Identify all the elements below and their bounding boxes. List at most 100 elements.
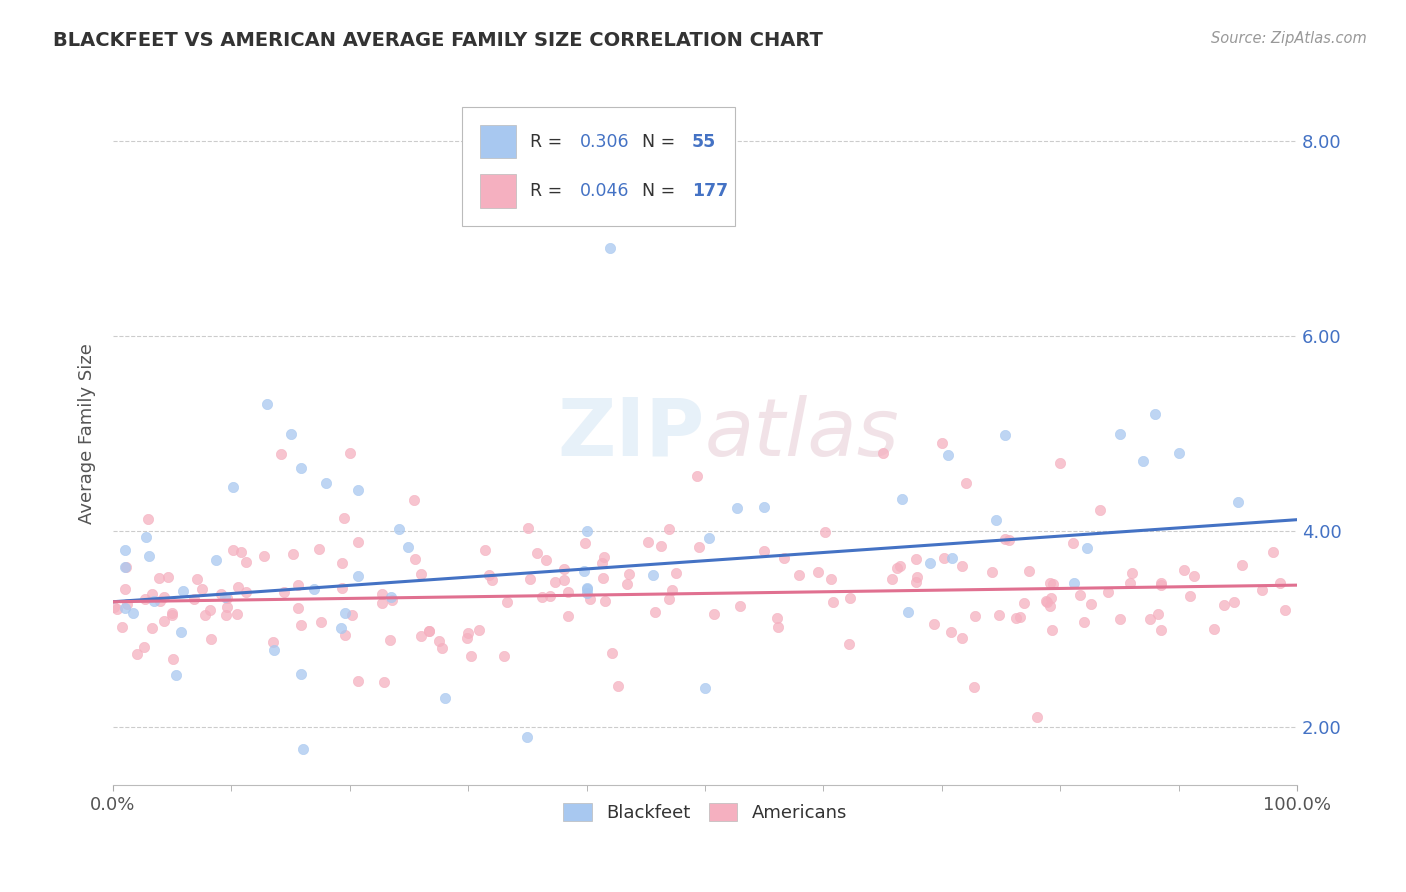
- Point: [932, 550, 955, 565]
- Point: [553, 562, 575, 576]
- Point: [839, 591, 862, 605]
- Point: [1063, 576, 1085, 591]
- Point: [1039, 591, 1062, 605]
- Point: [516, 730, 538, 744]
- Text: ZIP: ZIP: [558, 394, 704, 473]
- Point: [290, 666, 312, 681]
- Point: [290, 460, 312, 475]
- Point: [215, 599, 238, 614]
- Point: [575, 582, 598, 596]
- Point: [204, 552, 226, 566]
- Point: [371, 587, 394, 601]
- Point: [557, 584, 579, 599]
- Point: [872, 446, 894, 460]
- Point: [346, 569, 368, 583]
- Point: [575, 586, 598, 600]
- Point: [132, 640, 155, 654]
- Point: [1173, 563, 1195, 577]
- Point: [1108, 612, 1130, 626]
- Point: [1076, 541, 1098, 556]
- Point: [920, 556, 942, 570]
- Point: [936, 448, 959, 462]
- Point: [1012, 596, 1035, 610]
- Point: [494, 649, 516, 664]
- Point: [1080, 597, 1102, 611]
- Point: [889, 558, 911, 573]
- Point: [820, 572, 842, 586]
- Point: [496, 595, 519, 609]
- Point: [578, 592, 600, 607]
- Point: [280, 426, 302, 441]
- Point: [256, 397, 278, 411]
- Point: [215, 607, 238, 622]
- Point: [591, 556, 613, 570]
- Point: [194, 607, 217, 622]
- Point: [1049, 456, 1071, 470]
- Point: [273, 585, 295, 599]
- Point: [1212, 599, 1234, 613]
- Point: [519, 572, 541, 586]
- Point: [149, 594, 172, 608]
- Point: [686, 468, 709, 483]
- Point: [1069, 588, 1091, 602]
- Point: [378, 633, 401, 648]
- Point: [950, 559, 973, 574]
- Legend: Blackfeet, Americans: Blackfeet, Americans: [555, 796, 855, 830]
- Point: [530, 590, 553, 604]
- Point: [308, 541, 330, 556]
- Point: [557, 608, 579, 623]
- Point: [302, 582, 325, 596]
- Point: [891, 491, 914, 506]
- Point: [1250, 582, 1272, 597]
- Point: [544, 575, 567, 590]
- Text: R =: R =: [530, 133, 568, 151]
- Text: R =: R =: [530, 182, 568, 200]
- Point: [142, 594, 165, 608]
- Point: [156, 570, 179, 584]
- Point: [1090, 503, 1112, 517]
- Point: [481, 574, 503, 588]
- Point: [333, 511, 356, 525]
- Point: [905, 570, 928, 584]
- Text: BLACKFEET VS AMERICAN AVERAGE FAMILY SIZE CORRELATION CHART: BLACKFEET VS AMERICAN AVERAGE FAMILY SIZ…: [53, 31, 824, 50]
- Text: Source: ZipAtlas.com: Source: ZipAtlas.com: [1211, 31, 1367, 46]
- Point: [222, 480, 245, 494]
- Point: [787, 568, 810, 582]
- Point: [333, 628, 356, 642]
- Point: [1268, 576, 1291, 591]
- Point: [1149, 623, 1171, 637]
- Point: [215, 591, 238, 605]
- Point: [1139, 612, 1161, 626]
- Point: [228, 580, 250, 594]
- Point: [309, 615, 332, 629]
- Point: [342, 607, 364, 622]
- Point: [725, 501, 748, 516]
- Point: [222, 543, 245, 558]
- Point: [270, 446, 292, 460]
- Point: [882, 572, 904, 586]
- Point: [229, 545, 252, 559]
- Text: N =: N =: [643, 182, 681, 200]
- Point: [1182, 569, 1205, 583]
- Point: [1005, 611, 1028, 625]
- Point: [396, 540, 419, 554]
- Point: [821, 595, 844, 609]
- Point: [186, 572, 208, 586]
- Point: [381, 593, 404, 607]
- Point: [994, 427, 1017, 442]
- Point: [575, 581, 598, 595]
- Point: [200, 632, 222, 646]
- Point: [963, 680, 986, 694]
- Point: [1073, 615, 1095, 630]
- Text: N =: N =: [643, 133, 681, 151]
- Point: [658, 522, 681, 536]
- Point: [665, 566, 688, 580]
- Point: [886, 561, 908, 575]
- Point: [183, 591, 205, 606]
- Point: [688, 541, 710, 555]
- Point: [1035, 594, 1057, 608]
- Point: [172, 583, 194, 598]
- Point: [592, 571, 614, 585]
- Point: [287, 600, 309, 615]
- Point: [998, 533, 1021, 547]
